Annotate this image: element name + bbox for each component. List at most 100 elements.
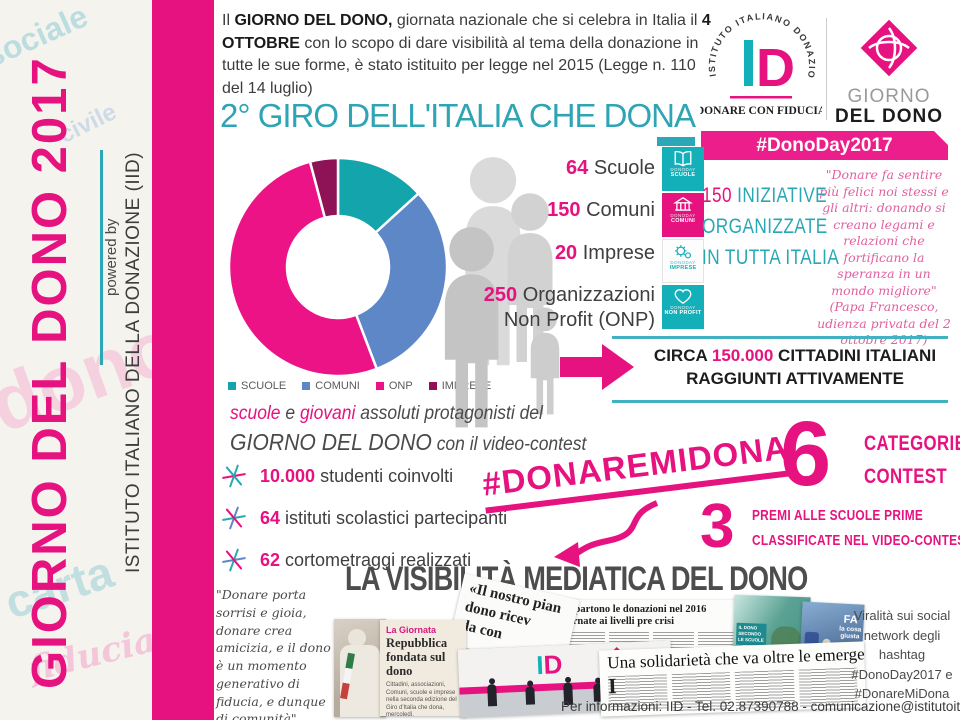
gears-icon <box>675 245 692 259</box>
stat-comuni: 150 Comuni <box>415 198 655 222</box>
contest-stats: 10.000 studenti coinvolti 64 istituti sc… <box>222 455 507 581</box>
family-silhouettes <box>444 157 560 428</box>
legend-label: ONP <box>388 380 413 392</box>
protagonisti-caption: scuole e giovani assoluti protagonisti d… <box>230 402 586 458</box>
stat-cortometraggi: 62 cortometraggi realizzati <box>222 539 507 581</box>
right-arrow-icon <box>560 344 634 390</box>
intro-bold: 4 OTTOBRE <box>222 12 711 52</box>
participant-stats: 64 Scuole 150 Comuni 20 Imprese 250 Orga… <box>415 156 655 350</box>
legend-label: SCUOLE <box>241 380 287 392</box>
drop-cap: I <box>607 673 618 699</box>
reach-text: CIRCA <box>653 346 712 365</box>
divider <box>612 400 948 403</box>
tile-label: NON PROFIT <box>664 310 702 317</box>
tv-caption: IL DONO SECONDO LE SCUOLE <box>735 622 767 646</box>
quote-text: "Donare porta sorrisi e gioia, donare cr… <box>216 587 331 720</box>
media-section-title: LA VISIBILITÀ MEDIATICA DEL DONO <box>345 560 808 598</box>
reach-text: CITTADINI ITALIANI <box>773 346 937 365</box>
footer-contact: Per informazioni: IID - Tel. 02.87390788… <box>561 699 960 714</box>
intro-paragraph: Il GIORNO DEL DONO, giornata nazionale c… <box>222 10 714 101</box>
stat-istituti: 64 istituti scolastici partecipanti <box>222 497 507 539</box>
clipping-photo-pope <box>334 619 386 717</box>
photo-figure <box>348 629 366 647</box>
stat-label: Comuni <box>586 199 655 222</box>
iid-backdrop-logo: ID <box>535 649 564 681</box>
premi-line: PREMI ALLE SCUOLE PRIME <box>752 508 924 524</box>
clipping-la-giornata: La Giornata Repubblica fondata sul dono … <box>380 620 466 716</box>
stat-label: Imprese <box>582 241 655 264</box>
stat-number: 64 <box>260 507 281 528</box>
legend-swatch <box>228 382 236 390</box>
page-title: 2° GIRO DELL'ITALIA CHE DONA <box>220 97 696 134</box>
quote-text: "Donare fa sentire più felici noi stessi… <box>819 167 949 298</box>
iniziative-text: ORGANIZZATE <box>702 215 828 239</box>
book-icon <box>674 150 692 167</box>
svg-text:D: D <box>756 38 795 98</box>
social-virality-note: Viralità sui social network degli hashta… <box>851 608 953 701</box>
clipping-kicker: La Giornata <box>386 625 437 635</box>
reach-text: RAGGIUNTI ATTIVAMENTE <box>686 368 904 388</box>
stat-number: 150 <box>547 199 581 222</box>
stat-label: Non Profit (ONP) <box>503 308 655 331</box>
event-title-vertical: GIORNO DEL DONO 2017 <box>23 56 77 689</box>
categorie-line: CONTEST <box>864 464 948 488</box>
quote-attribution: (Papa Francesco, udienza privata del 2 o… <box>817 299 951 347</box>
donut-segment-onp <box>227 160 379 378</box>
watermark-sidebar: sociale dono carta fiducia civile GIORNO… <box>0 0 152 720</box>
clipping-headline: Ripartono le donazioni nel 2016 tornate … <box>564 604 707 628</box>
caption-text: e <box>280 403 300 424</box>
legend-swatch <box>302 382 311 390</box>
premi-number: 3 <box>700 492 735 561</box>
heart-icon <box>674 289 692 304</box>
stat-number: 250 <box>483 284 518 307</box>
curved-arrow-icon <box>554 500 659 567</box>
diamond-knot-icon <box>860 19 918 77</box>
categorie-line: CATEGORIE <box>864 432 960 455</box>
intro-bold: GIORNO DEL DONO, <box>234 12 393 29</box>
stage-figure <box>487 684 498 707</box>
stat-onp: 250 Organizzazioni Non Profit (ONP) <box>415 283 655 332</box>
stat-number: 10.000 <box>260 465 316 486</box>
caption-highlight: giovani <box>299 403 356 424</box>
stat-studenti: 10.000 studenti coinvolti <box>222 455 507 497</box>
logo-text-giorno: GIORNO <box>847 86 931 107</box>
tile-label: IMPRESE <box>669 265 697 272</box>
reach-statement: CIRCA 150.000 CITTADINI ITALIANI RAGGIUN… <box>645 345 945 391</box>
legend-swatch <box>375 382 384 390</box>
iid-logo: ISTITUTO ITALIANO DONAZIONE D DONARE CON… <box>696 2 827 128</box>
logo-block: ISTITUTO ITALIANO DONAZIONE D DONARE CON… <box>696 2 948 130</box>
stat-label: istituti scolastici partecipanti <box>280 507 508 528</box>
asterisk-star-icon <box>222 548 246 572</box>
mattarella-quote: "Donare porta sorrisi e gioia, donare cr… <box>216 586 336 720</box>
papa-francesco-quote: "Donare fa sentire più felici noi stessi… <box>816 167 952 349</box>
logo-text-del-dono: DEL DONO <box>835 105 943 127</box>
divider <box>100 150 103 365</box>
tile-label: COMUNI <box>670 218 696 225</box>
intro-text: con lo scopo di dare visibilità al tema … <box>222 34 699 98</box>
asterisk-star-icon <box>222 506 246 530</box>
stage-figure <box>525 686 536 705</box>
stat-label: Scuole <box>593 157 655 179</box>
tile-scuole: DONODAY SCUOLE <box>662 147 704 191</box>
categorie-label: CATEGORIE CONTEST <box>864 428 960 493</box>
tile-brand: DONODAY <box>670 260 696 265</box>
stat-imprese: 20 Imprese <box>415 241 655 265</box>
tile-brand: DONODAY <box>670 305 696 310</box>
powered-by-label: powered by <box>103 218 120 297</box>
legend-item: ONP <box>375 380 413 392</box>
stat-label: Organizzazioni <box>522 284 655 307</box>
stat-scuole: 64 Scuole <box>415 156 655 180</box>
organization-name-vertical: ISTITUTO ITALIANO DELLA DONAZIONE (IID) <box>123 151 144 573</box>
donut-segment-imprese <box>308 156 340 220</box>
stat-number: 20 <box>554 241 578 264</box>
donoday-hashtag-banner: #DonoDay2017 <box>701 131 948 160</box>
tile-comuni: DONODAY COMUNI <box>662 193 704 237</box>
tile-brand: DONODAY <box>670 167 696 172</box>
iniziative-text: IN TUTTA ITALIA <box>702 246 840 270</box>
clipping-headline: Repubblica fondata sul dono <box>386 636 448 678</box>
caption-highlight: scuole <box>230 403 281 424</box>
tile-imprese: DONODAY IMPRESE <box>662 239 704 283</box>
svg-text:DONARE CON FIDUCIA: DONARE CON FIDUCIA <box>700 105 822 117</box>
donoday-tiles: DONODAY SCUOLE DONODAY COMUNI DONODAY IM… <box>662 147 704 331</box>
